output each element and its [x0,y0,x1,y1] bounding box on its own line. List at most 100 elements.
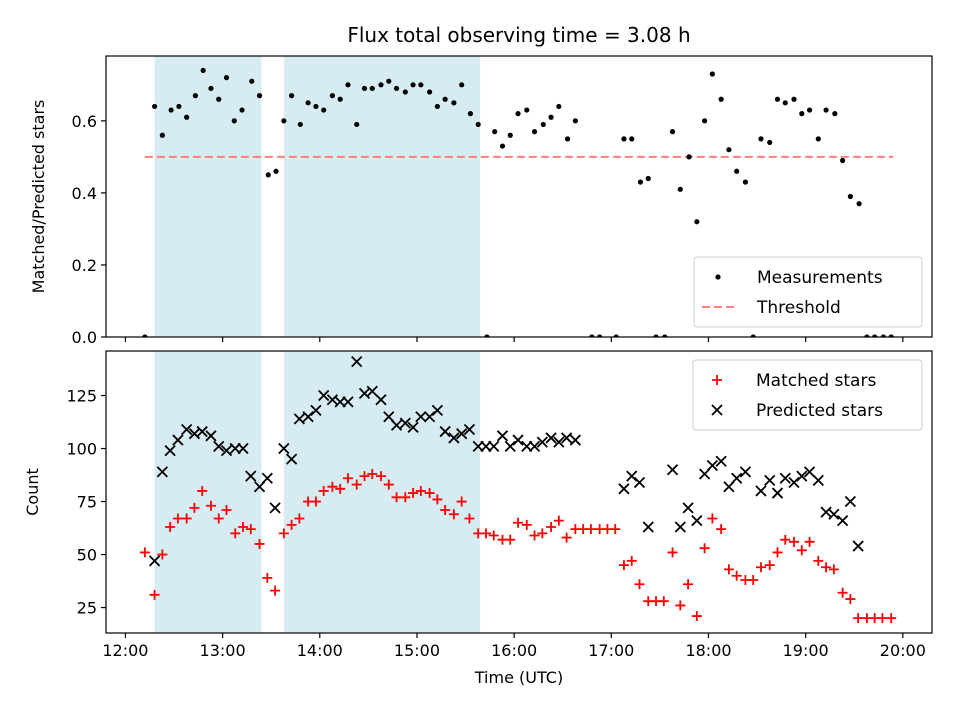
measurement-point [434,103,440,110]
matched-point [748,574,759,585]
matched-point [424,488,435,499]
legend-label: Measurements [757,268,883,288]
measurement-point [621,136,627,142]
y-tick-label: 50 [77,546,97,565]
measurement-point [484,334,490,337]
measurement-point [597,334,603,337]
measurement-point [297,121,303,128]
matched-point [181,513,192,524]
measurement-point [459,82,465,88]
predicted-point [375,394,387,406]
y-tick-label: 125 [66,387,97,406]
predicted-point [415,411,427,423]
matched-point [667,547,678,558]
y-axis-label: Count [23,468,42,516]
measurement-point [184,114,190,120]
predicted-point [674,521,686,533]
measurement-point [467,111,474,117]
measurement-point [548,114,554,120]
predicted-point [488,440,500,453]
predicted-point [803,466,816,478]
predicted-point [836,514,849,527]
legend: Measurements Threshold [693,256,923,328]
predicted-point [691,514,703,527]
shaded-interval [154,56,262,337]
measurement-point [492,129,498,135]
predicted-point [448,432,460,444]
matched-point [440,505,451,516]
x-tick-label: 17:00 [588,641,634,660]
measurement-point [176,103,182,110]
measurement-point [686,154,692,160]
matched-point [691,611,702,622]
measurement-point [669,129,676,135]
matched-point [448,509,459,520]
measurement-point [823,107,829,113]
matched-point [376,471,387,482]
matched-point [262,572,273,583]
legend-label: Threshold [756,298,841,318]
matched-point [658,596,669,607]
matched-point [837,587,848,598]
measurement-point [256,93,263,99]
measurement-point [168,107,174,113]
matched-point [415,485,426,496]
predicted-point [618,483,630,495]
series-predicted-stars [148,355,864,567]
predicted-point [181,423,193,436]
measurement-point [273,168,279,174]
measurement-point [791,96,797,102]
x-tick-label: 19:00 [783,641,829,660]
measurement-point [742,179,749,185]
measurement-point [289,93,295,99]
y-tick-label: 25 [77,599,97,618]
measurement-point [872,334,878,337]
measurement-point [572,118,578,124]
matched-point [626,555,637,566]
matched-point [521,519,532,530]
matched-point [716,524,727,535]
predicted-point [739,466,752,478]
measurement-point [249,78,255,84]
predicted-point [423,411,436,423]
measurement-point [815,136,821,142]
predicted-point [439,425,451,438]
measurement-point [888,334,894,337]
measurement-point [847,193,853,200]
legend-box [692,359,923,431]
matched-point [505,534,516,545]
y-tick-label: 0.2 [72,256,97,275]
predicted-point [205,430,217,442]
predicted-point [812,474,824,486]
measurement-point [880,334,887,337]
predicted-point [220,445,233,457]
measurement-point [832,111,838,117]
predicted-point [560,432,573,444]
bottom-panel: 25 50 75 100 125 12:00 13:00 14:00 15:00 16:00 17:… [23,350,933,687]
measurement-point [231,118,237,124]
matched-point [853,613,864,624]
measurement-point [386,78,392,84]
measurement-point [313,103,319,110]
measurement-point [702,118,708,124]
measurement-point [774,96,781,102]
predicted-point [852,540,864,552]
matched-point [675,600,686,611]
predicted-point [342,396,354,408]
shaded-interval [154,351,262,633]
matched-point [731,570,742,581]
matched-point [400,492,411,503]
measurement-point [653,334,659,337]
predicted-point [536,436,548,448]
matched-point [165,521,176,532]
predicted-point [771,487,784,499]
matched-point [537,528,548,539]
predicted-point [269,502,281,514]
matched-point [828,564,839,575]
predicted-point [148,555,161,567]
predicted-point [213,440,225,453]
matched-point [723,564,734,575]
predicted-point [302,411,314,423]
predicted-point [293,413,306,425]
